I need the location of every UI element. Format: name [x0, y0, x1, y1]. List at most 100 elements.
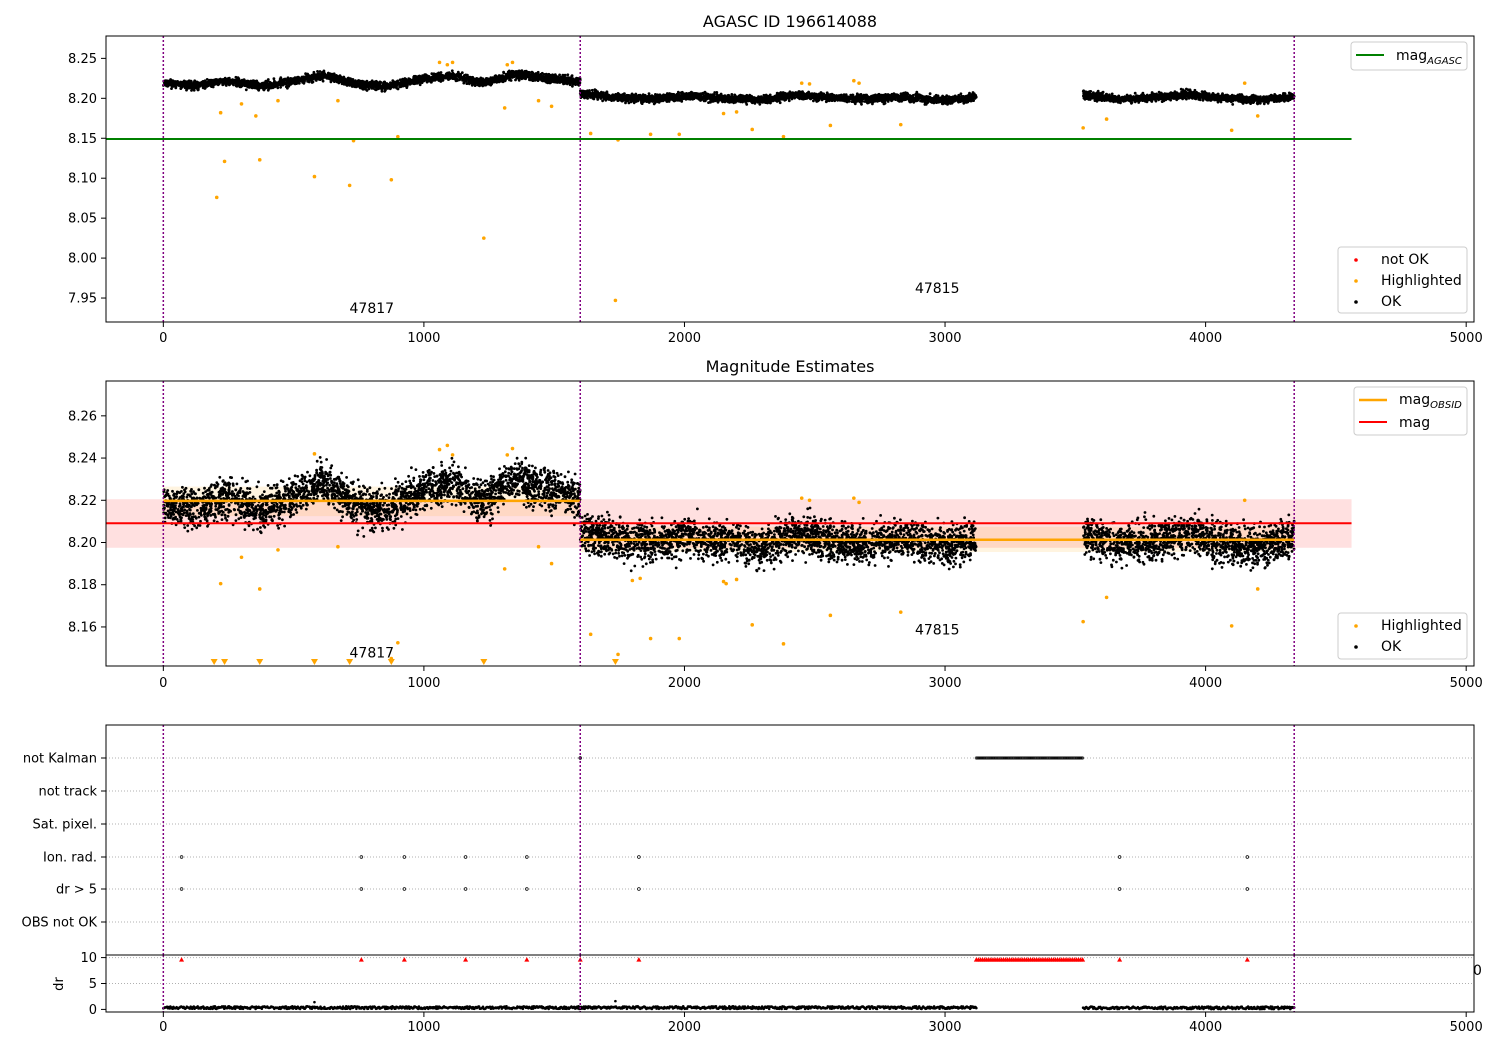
ok-point [203, 79, 207, 83]
ok-point [419, 80, 423, 83]
ok-point [445, 76, 449, 80]
ok-point [915, 92, 918, 96]
ok-point [462, 79, 466, 82]
ok-point [441, 78, 445, 82]
ok-point [395, 80, 399, 83]
ok-point [282, 82, 286, 86]
ok-point [458, 78, 461, 82]
ok-point [286, 76, 290, 80]
ok-point [544, 77, 547, 81]
ok-point [422, 75, 426, 79]
ok-point [498, 78, 502, 82]
ok-point [349, 77, 352, 81]
ok-point [263, 86, 266, 90]
ok-point [465, 82, 469, 85]
ok-point [559, 75, 563, 79]
ok-point [393, 85, 397, 89]
ok-point [778, 101, 782, 105]
ok-point [275, 81, 279, 84]
ok-point [209, 85, 213, 88]
ok-point [470, 83, 474, 87]
ok-point [464, 78, 468, 81]
ok-point [337, 76, 340, 80]
ok-point [654, 94, 657, 98]
ok-point [450, 69, 454, 73]
ok-point [455, 77, 458, 80]
ok-point [441, 75, 445, 79]
ok-point [491, 76, 495, 80]
ok-point [370, 85, 374, 89]
ok-point [286, 86, 289, 90]
ok-point [244, 88, 248, 92]
ok-point [221, 80, 225, 84]
ok-point [307, 77, 311, 80]
ok-point [484, 81, 487, 85]
ok-point [430, 77, 434, 81]
ok-point [382, 80, 386, 84]
ok-point [352, 83, 356, 87]
ok-point [552, 78, 556, 82]
panel1-title: AGASC ID 196614088 [703, 12, 877, 31]
ok-point [558, 80, 562, 83]
ok-point [187, 82, 191, 85]
ok-point [342, 76, 346, 80]
ok-point [278, 83, 282, 86]
ok-point [343, 81, 347, 85]
ok-point [389, 82, 393, 86]
ok-point [602, 91, 605, 95]
ok-point [661, 94, 665, 97]
ok-point [173, 80, 177, 83]
ok-point [185, 87, 189, 91]
ok-point [210, 82, 214, 86]
ok-point [224, 77, 228, 81]
ok-point [413, 77, 417, 80]
ok-point [174, 85, 178, 89]
ok-point [850, 100, 854, 103]
ok-point [439, 71, 443, 74]
ok-point [427, 77, 431, 81]
ok-point [517, 77, 521, 80]
ok-point [966, 100, 970, 104]
ok-point [434, 76, 437, 80]
ok-point [245, 84, 249, 88]
ok-point [287, 79, 290, 82]
ok-point [430, 80, 433, 84]
ok-point [365, 89, 369, 92]
ok-point [590, 88, 594, 92]
ok-point [219, 78, 223, 82]
ok-point [685, 92, 688, 95]
ok-point [534, 72, 538, 76]
ok-point [437, 72, 440, 76]
ok-point [624, 101, 627, 105]
ok-point [364, 81, 368, 85]
ok-point [515, 74, 519, 78]
ok-point [171, 84, 175, 88]
ok-point [376, 82, 379, 86]
ok-point [523, 73, 527, 76]
ok-point [240, 84, 244, 88]
ok-point [525, 73, 529, 76]
ok-point [527, 71, 531, 74]
ok-point [345, 84, 349, 87]
ok-point [548, 78, 552, 82]
ok-point [369, 80, 373, 84]
ok-point [540, 73, 543, 77]
ok-point [303, 77, 306, 81]
ok-point [458, 72, 462, 76]
ok-point [263, 84, 267, 87]
ok-point [875, 94, 879, 98]
ok-point [331, 76, 334, 80]
ok-point [250, 86, 254, 90]
ok-point [401, 79, 405, 83]
ok-point [352, 81, 355, 84]
ok-point [321, 79, 325, 83]
ok-point [295, 79, 299, 82]
ok-point [208, 79, 212, 83]
ok-point [542, 75, 545, 79]
ok-point [489, 81, 493, 85]
ok-point [386, 85, 390, 89]
agasc-panel: AGASC ID 196614088 0 1000 2000 3000 4000 5000… [68, 12, 1483, 346]
ok-point [963, 100, 967, 104]
ok-point [536, 79, 540, 82]
